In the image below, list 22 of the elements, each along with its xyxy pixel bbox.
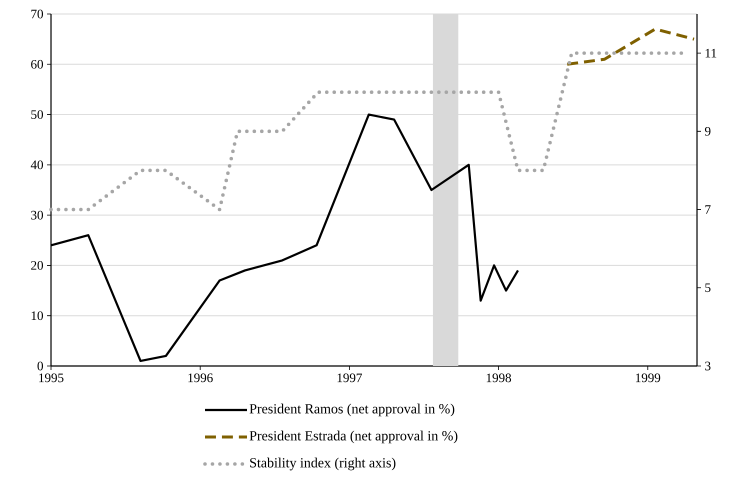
y2-tick-label: 9 bbox=[704, 126, 710, 136]
y-tick-label: 50 bbox=[31, 110, 44, 119]
x-tick-label: 1995 bbox=[39, 374, 64, 382]
y-tick-label: 10 bbox=[32, 311, 44, 320]
y-tick-label: 20 bbox=[31, 261, 44, 270]
legend-label: President Ramos (net approval in %) bbox=[250, 404, 454, 416]
y-tick-label: 70 bbox=[31, 10, 44, 18]
legend-label: President Estrada (net approval in %) bbox=[250, 430, 458, 444]
line-series bbox=[566, 28, 696, 66]
y-tick-label: 60 bbox=[31, 60, 44, 69]
y2-tick-label: 3 bbox=[705, 362, 710, 370]
y-tick-label: 40 bbox=[30, 160, 44, 170]
x-tick-label: 1996 bbox=[188, 374, 213, 382]
x-tick-label: 1998 bbox=[486, 374, 512, 382]
y2-tick-label: 5 bbox=[705, 283, 710, 292]
y2-tick-label: 11 bbox=[706, 48, 716, 58]
legend-label: Stability index (right axis) bbox=[250, 458, 396, 470]
x-tick-label: 1999 bbox=[636, 374, 660, 382]
y-tick-label: 30 bbox=[31, 210, 44, 220]
y2-tick-label: 7 bbox=[705, 205, 711, 214]
x-tick-label: 1997 bbox=[338, 374, 362, 382]
y-tick-label: 0 bbox=[38, 362, 44, 370]
